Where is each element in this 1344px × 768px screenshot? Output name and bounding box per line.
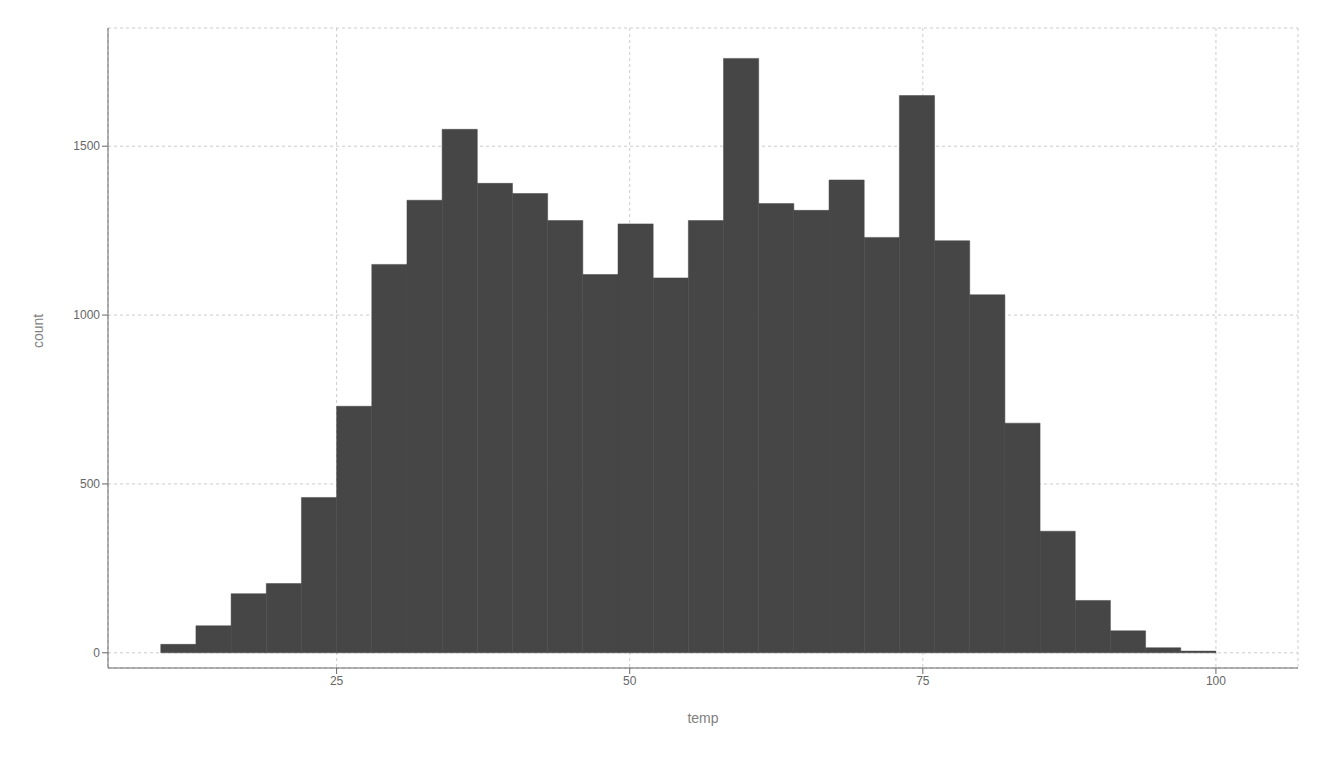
svg-text:100: 100: [1206, 674, 1226, 688]
svg-text:0: 0: [93, 646, 100, 660]
svg-text:500: 500: [80, 477, 100, 491]
svg-text:75: 75: [916, 674, 930, 688]
svg-text:25: 25: [330, 674, 344, 688]
svg-text:1500: 1500: [73, 139, 100, 153]
svg-text:50: 50: [623, 674, 637, 688]
svg-text:count: count: [30, 314, 46, 348]
svg-text:temp: temp: [687, 710, 718, 726]
svg-text:1000: 1000: [73, 308, 100, 322]
